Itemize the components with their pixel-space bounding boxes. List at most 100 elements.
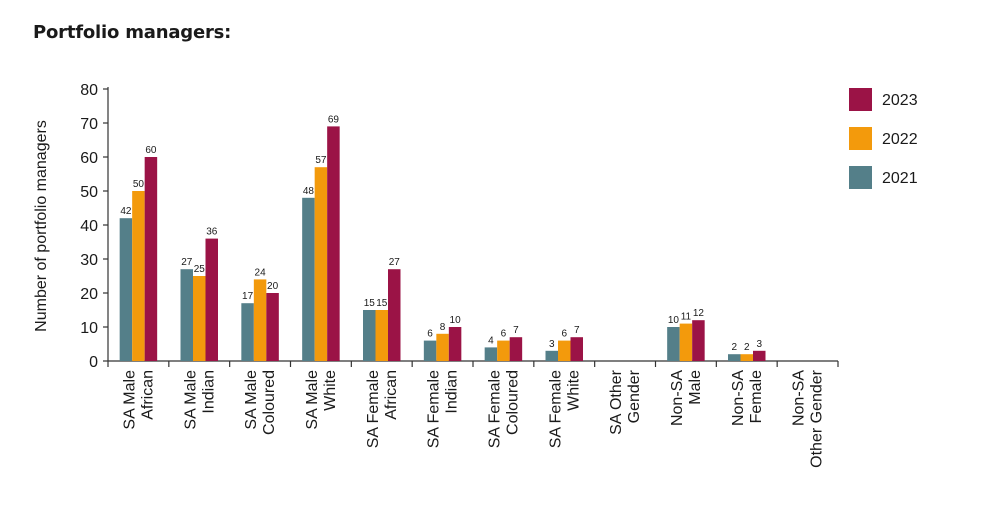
bar-2023 (388, 269, 401, 361)
bar-2022 (558, 340, 571, 361)
category-label: SA Female Coloured (486, 370, 521, 448)
category-label-line: Coloured (504, 370, 521, 435)
category-label-line: Non-SA (730, 370, 747, 426)
data-label-2021: 17 (242, 291, 254, 302)
data-label-2023: 12 (693, 308, 705, 319)
data-label-2023: 7 (574, 325, 580, 336)
bar-2022 (132, 191, 145, 361)
category-labels: SA Male African SA Male Indian SA Male Colour… (121, 369, 825, 468)
category-label: SA Male African (121, 370, 156, 430)
data-label-2021: 3 (549, 339, 555, 350)
bar-2022 (253, 279, 267, 361)
category-label-line: White (322, 370, 339, 411)
bar-2022 (740, 354, 753, 361)
y-tick-label: 20 (80, 286, 98, 303)
data-label-2021: 15 (364, 298, 376, 309)
legend-label-2023: 2023 (882, 92, 918, 109)
data-label-2021: 48 (303, 186, 315, 197)
category-label: SA Male White (304, 370, 339, 430)
category-label-line: Non-SA (669, 370, 686, 426)
category-label: SA Female White (547, 370, 582, 448)
bar-2021 (728, 354, 741, 361)
data-label-2021: 6 (427, 329, 433, 340)
legend-swatch-2023 (849, 88, 872, 111)
data-label-2022: 2 (744, 342, 750, 353)
data-label-2021: 27 (181, 257, 193, 268)
category-label-line: SA Male (243, 370, 260, 430)
data-label-2023: 3 (756, 339, 762, 350)
category-label-line: Non-SA (791, 370, 808, 426)
data-label-2022: 50 (133, 179, 145, 190)
category-label-line: Male (687, 370, 704, 405)
data-label-2021: 4 (488, 335, 494, 346)
data-label-2023: 27 (389, 257, 401, 268)
category-label-line: African (139, 370, 156, 420)
y-tick-label: 10 (80, 320, 98, 337)
data-label-2023: 10 (450, 315, 462, 326)
y-tick-label: 30 (80, 252, 98, 269)
data-label-2022: 8 (440, 322, 446, 333)
category-label: SA Female Indian (426, 370, 461, 448)
category-label-line: SA Male (121, 370, 138, 430)
data-label-2022: 11 (681, 312, 692, 323)
category-label-line: SA Other (608, 369, 625, 435)
category-label: SA Other Gender (608, 369, 643, 435)
category-label-line: SA Male (304, 370, 321, 430)
category-label: Non-SA Other Gender (791, 369, 826, 468)
bar-2021 (484, 347, 498, 361)
bar-2023 (509, 337, 523, 361)
bar-2021 (302, 197, 315, 361)
category-label-line: Other Gender (809, 369, 826, 468)
data-label-2021: 2 (731, 342, 737, 353)
category-label-line: Coloured (261, 370, 278, 435)
axes: 0 10 20 30 40 50 60 70 80 (80, 82, 839, 371)
data-label-2023: 7 (513, 325, 519, 336)
category-label-line: SA Female (426, 370, 443, 448)
category-label-line: SA Female (365, 370, 382, 448)
category-label-line: Gender (626, 369, 643, 423)
bar-2021 (545, 350, 558, 361)
y-tick-label: 40 (80, 218, 98, 235)
category-label: SA Male Coloured (243, 370, 278, 435)
bar-2023 (205, 238, 218, 361)
category-label: Non-SA Female (730, 370, 765, 426)
bar-2022 (679, 323, 693, 361)
bar-2023 (144, 157, 158, 361)
y-tick-label: 0 (89, 354, 98, 371)
bars (119, 126, 766, 362)
legend: 2023 2022 2021 (849, 88, 918, 189)
bar-2021 (180, 269, 193, 361)
data-label-2022: 24 (255, 267, 267, 278)
chart-title: Portfolio managers: (33, 22, 232, 43)
data-label-2022: 25 (194, 264, 206, 275)
bar-2023 (266, 293, 279, 361)
bar-2022 (436, 333, 449, 361)
bar-2022 (314, 167, 328, 361)
y-tick-label: 70 (80, 116, 98, 133)
legend-label-2021: 2021 (882, 170, 918, 187)
category-label-line: Indian (444, 370, 461, 414)
bar-2021 (363, 310, 376, 361)
data-label-2022: 57 (315, 155, 327, 166)
y-tick-label: 50 (80, 184, 98, 201)
data-label-2022: 15 (376, 298, 388, 309)
category-label-line: Indian (200, 370, 217, 414)
category-label-line: SA Female (547, 370, 564, 448)
category-label-line: SA Female (486, 370, 503, 448)
data-label-2023: 20 (267, 281, 279, 292)
bar-2023 (692, 320, 705, 361)
bar-2023 (570, 337, 583, 361)
category-label-line: White (565, 370, 582, 411)
bar-2021 (667, 327, 680, 361)
data-label-2022: 6 (501, 329, 507, 340)
category-label-line: African (383, 370, 400, 420)
data-label-2021: 10 (668, 315, 680, 326)
data-label-2021: 42 (120, 206, 132, 217)
y-axis-label: Number of portfolio managers (33, 120, 50, 332)
category-label: Non-SA Male (669, 370, 704, 426)
legend-swatch-2022 (849, 127, 872, 150)
data-label-2023: 36 (206, 227, 218, 238)
bar-2022 (193, 276, 206, 361)
